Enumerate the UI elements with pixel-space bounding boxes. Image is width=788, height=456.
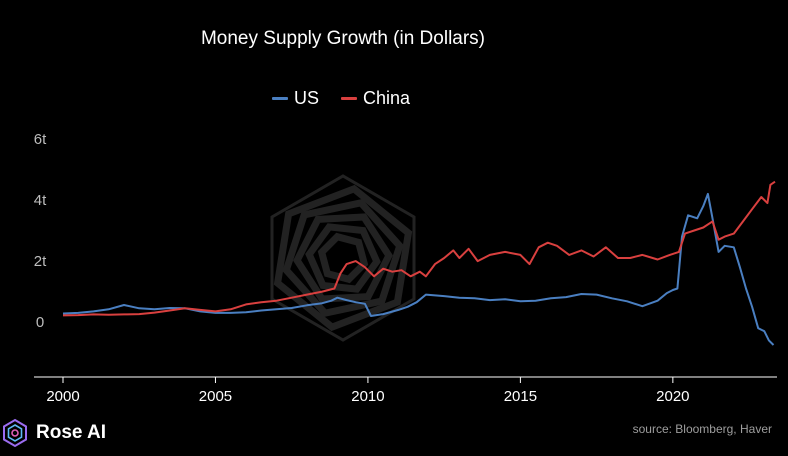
x-tick-label: 2015	[504, 388, 537, 405]
legend-label-us: US	[294, 87, 320, 108]
x-tick-label: 2000	[46, 388, 79, 405]
legend: US China	[272, 86, 410, 110]
legend-swatch-china	[341, 96, 358, 100]
chart-title: Money Supply Growth (in Dollars)	[200, 28, 486, 49]
watermark-ring	[293, 213, 393, 303]
legend-swatch-us	[272, 96, 288, 100]
x-axis: 2000 2005 2010 2015 2020	[46, 377, 690, 405]
legend-label-china: China	[363, 87, 411, 108]
watermark-ring	[273, 184, 413, 332]
watermark-ring	[282, 198, 404, 318]
legend-item-us[interactable]: US	[272, 88, 319, 109]
y-tick-label: 2t	[34, 253, 47, 270]
x-tick-label: 2020	[656, 388, 689, 405]
brand-name: Rose AI	[36, 422, 107, 443]
watermark-ring	[270, 174, 416, 342]
brand: Rose AI	[0, 416, 106, 450]
y-tick-label: 6t	[34, 131, 47, 148]
series-line-us	[62, 192, 775, 346]
watermark-ring	[317, 232, 369, 284]
watermark-ring	[305, 223, 381, 293]
x-tick-label: 2005	[199, 388, 232, 405]
legend-item-china[interactable]: China	[341, 88, 410, 109]
rose-ai-logo-icon	[3, 418, 27, 448]
source-note: source: Bloomberg, Haver	[632, 422, 772, 436]
y-axis: 0 2t 4t 6t	[34, 131, 47, 331]
y-tick-label: 0	[36, 314, 44, 331]
rose-ai-watermark-icon	[270, 174, 416, 342]
y-tick-label: 4t	[34, 192, 47, 209]
series-line-china	[62, 180, 776, 317]
series-layer	[62, 180, 776, 346]
x-tick-label: 2010	[351, 388, 384, 405]
